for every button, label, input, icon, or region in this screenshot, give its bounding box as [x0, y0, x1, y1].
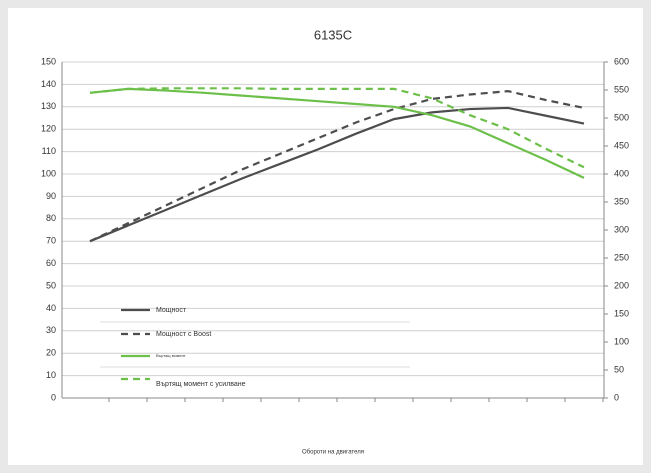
y-tick-label: 130	[41, 101, 56, 111]
y-tick-label: 10	[46, 370, 56, 380]
y-tick-label: 60	[46, 258, 56, 268]
y2-tick-label: 400	[614, 168, 629, 178]
y2-tick-label: 500	[614, 112, 629, 122]
y2-tick-label: 350	[614, 196, 629, 206]
y-tick-label: 80	[46, 213, 56, 223]
y-tick-label: 120	[41, 124, 56, 134]
y2-tick-label: 450	[614, 140, 629, 150]
y-tick-label: 90	[46, 191, 56, 201]
y2-tick-label: 550	[614, 84, 629, 94]
y2-tick-label: 600	[614, 56, 629, 66]
y-tick-label: 110	[42, 146, 56, 156]
y-tick-label: 20	[46, 348, 56, 358]
y-tick-label: 140	[41, 79, 56, 89]
y-tick-label: 100	[41, 168, 56, 178]
y2-tick-label: 0	[614, 392, 619, 402]
y2-tick-label: 250	[614, 252, 629, 262]
legend-label: Мощност	[156, 307, 187, 314]
series-line	[89, 87, 585, 179]
y2-tick-label: 150	[614, 308, 629, 318]
series-line	[89, 106, 585, 243]
y-tick-label: 150	[41, 56, 56, 66]
y2-tick-label: 50	[614, 364, 624, 374]
y-tick-label: 50	[46, 280, 56, 290]
series-line	[89, 90, 585, 243]
legend-label: Въртящ момент	[156, 353, 186, 358]
y2-tick-label: 200	[614, 280, 629, 290]
y-tick-label: 30	[46, 325, 56, 335]
y-tick-label: 0	[51, 392, 56, 402]
legend-label: Мощност с Boost	[156, 331, 211, 338]
x-axis-label: Обороти на двигателя	[302, 450, 364, 456]
legend-label: Въртящ момент с усилване	[156, 381, 246, 388]
y-tick-label: 40	[46, 303, 56, 313]
y2-tick-label: 300	[614, 224, 629, 234]
y-tick-label: 70	[46, 236, 56, 246]
chart-title: 6135C	[314, 27, 352, 42]
y2-tick-label: 100	[614, 336, 629, 346]
